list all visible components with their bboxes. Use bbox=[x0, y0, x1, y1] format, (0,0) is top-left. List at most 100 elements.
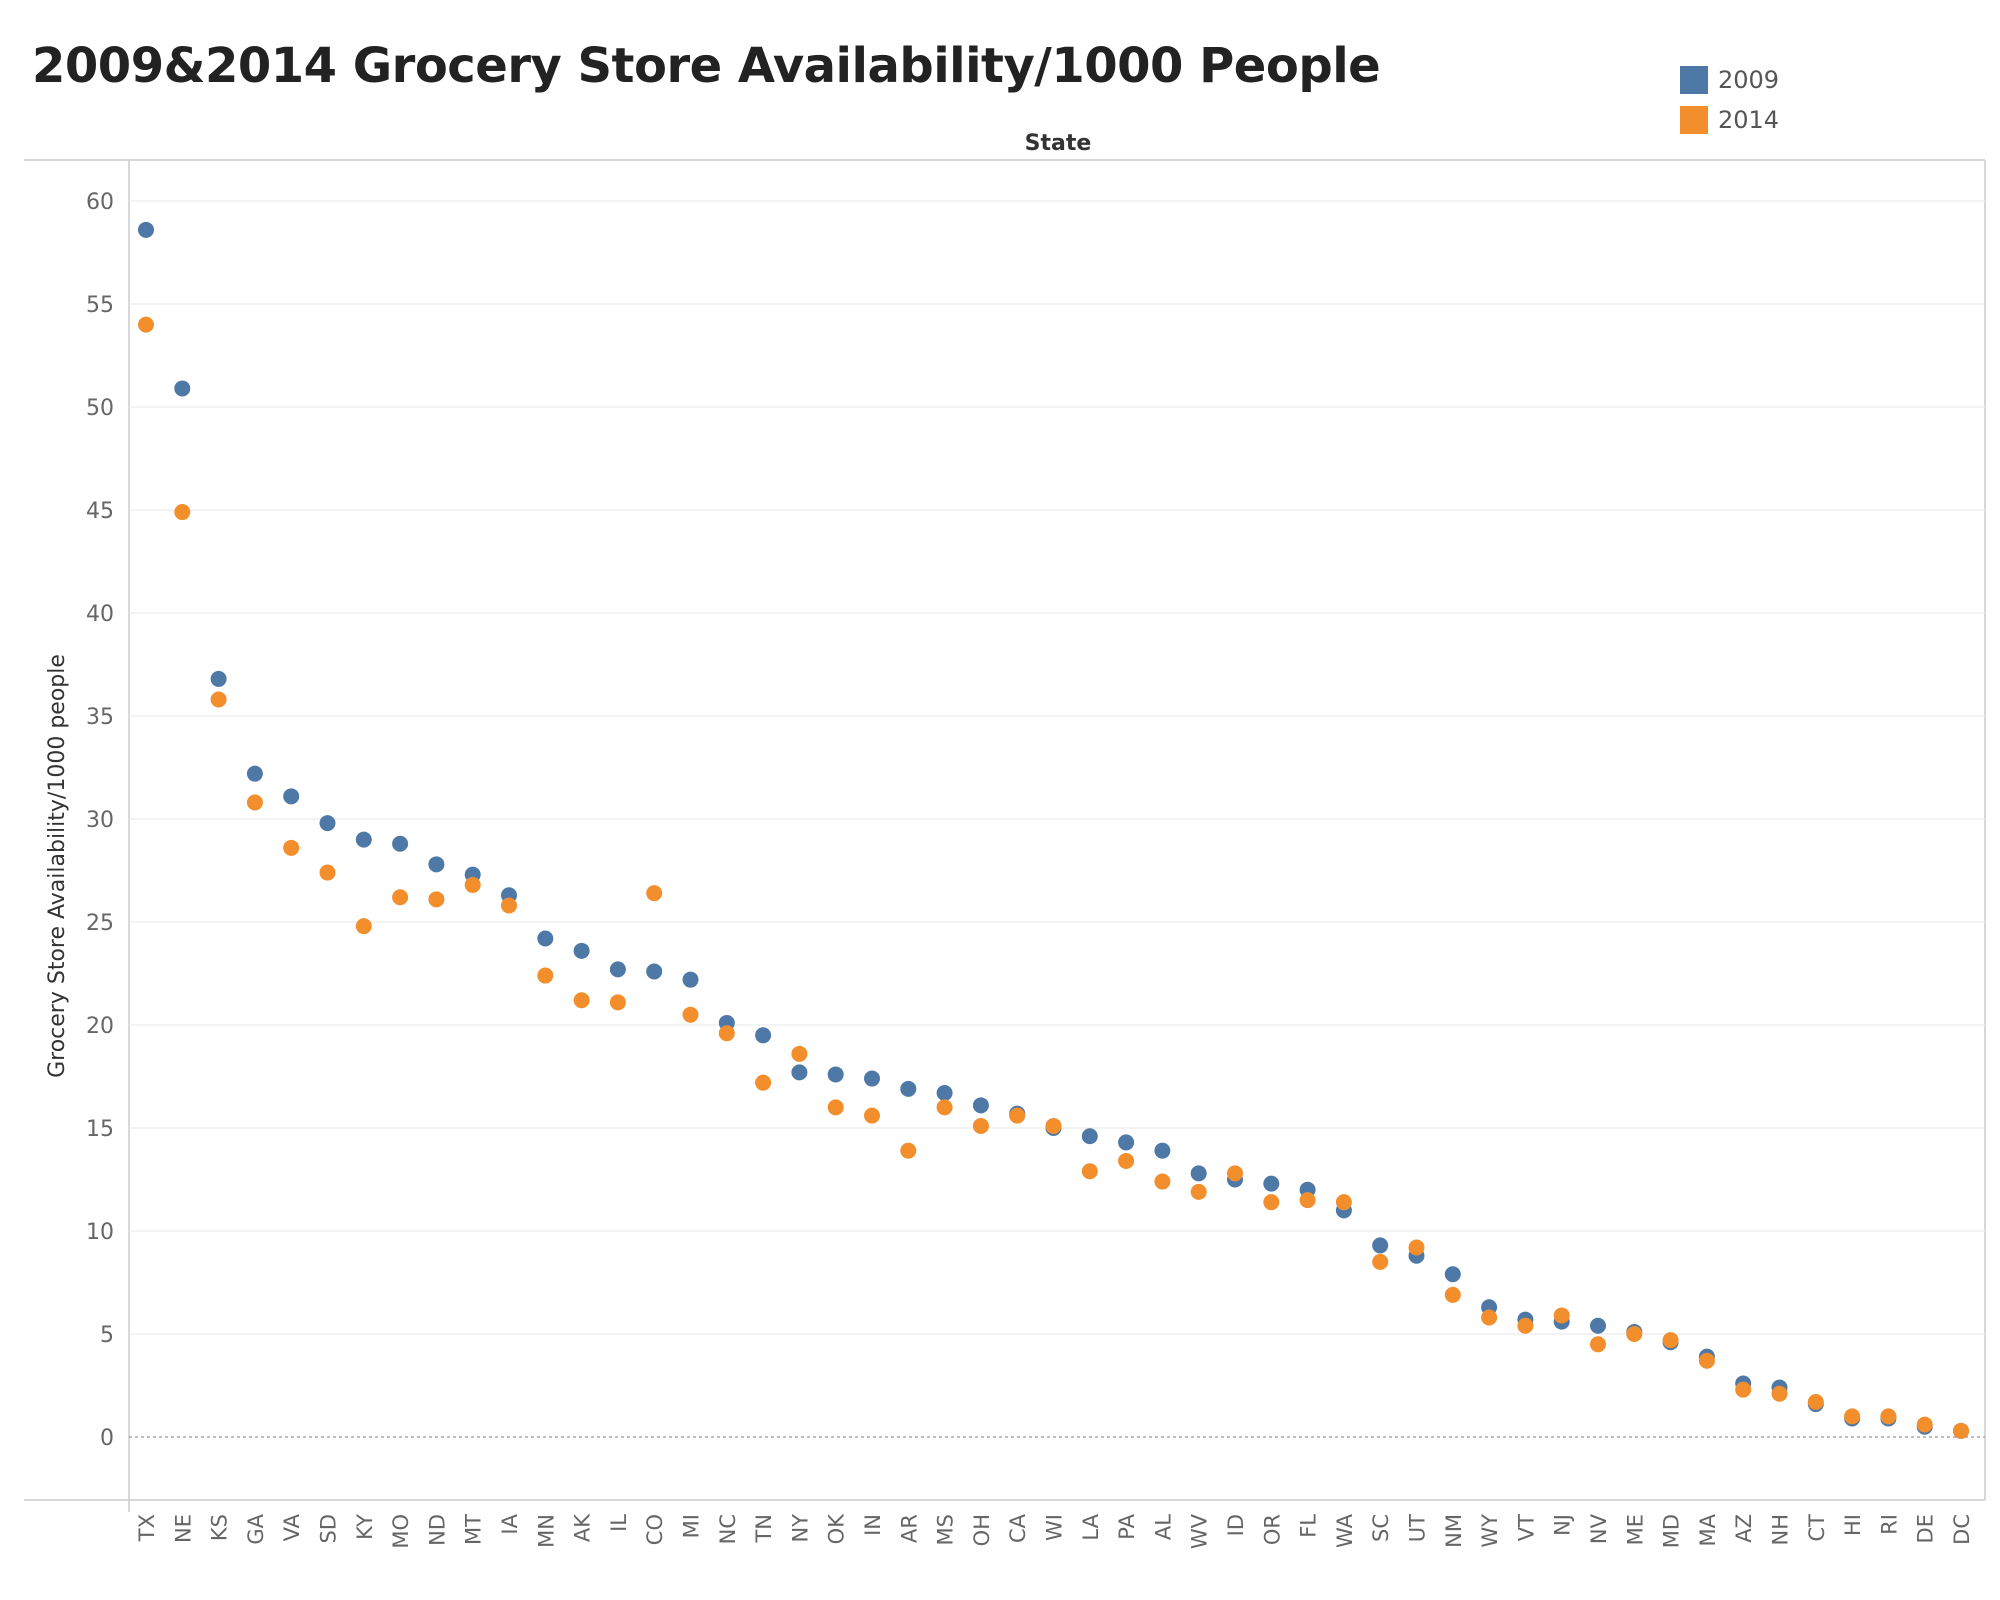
x-tick-label-CA: CA bbox=[1006, 1513, 1030, 1543]
x-tick-label-MI: MI bbox=[680, 1514, 704, 1538]
point-2009-TX bbox=[138, 221, 154, 238]
point-2009-MN bbox=[537, 930, 554, 947]
point-2009-PA bbox=[1118, 1134, 1135, 1151]
y-axis-title: Grocery Store Availability/1000 people bbox=[45, 654, 70, 1078]
x-tick-label-GA: GA bbox=[244, 1513, 268, 1544]
point-2009-TN bbox=[755, 1027, 772, 1044]
x-tick-label-SC: SC bbox=[1369, 1514, 1393, 1542]
point-2014-HI bbox=[1844, 1408, 1861, 1425]
x-axis-ticks: TX NE KS GA VA SD KY MO ND MT IA MN AK IL CO MI NC TN NY OK… bbox=[135, 1513, 1974, 1549]
point-2009-OK bbox=[827, 1066, 844, 1083]
point-2009-CO bbox=[646, 963, 663, 980]
point-2009-VA bbox=[283, 788, 300, 805]
x-tick-label-NV: NV bbox=[1587, 1513, 1611, 1544]
point-2014-MN bbox=[537, 967, 554, 984]
x-tick-label-MD: MD bbox=[1660, 1514, 1684, 1548]
x-tick-label-MA: MA bbox=[1696, 1513, 1720, 1546]
y-tick-label-35: 35 bbox=[86, 705, 114, 730]
legend-swatch-2014 bbox=[1680, 106, 1708, 134]
point-2014-ID bbox=[1227, 1165, 1243, 1182]
x-tick-label-SD: SD bbox=[317, 1514, 341, 1544]
y-axis-ticks: 0 5 10 15 20 25 30 35 40 45 50 55 60 bbox=[86, 190, 114, 1451]
x-axis-title: State bbox=[1025, 131, 1092, 156]
x-tick-label-UT: UT bbox=[1406, 1514, 1430, 1542]
y-tick-label-60: 60 bbox=[86, 190, 114, 215]
x-tick-label-MN: MN bbox=[534, 1514, 558, 1548]
y-tick-label-30: 30 bbox=[86, 808, 114, 833]
x-tick-label-ID: ID bbox=[1224, 1514, 1248, 1536]
x-tick-label-AR: AR bbox=[897, 1514, 921, 1543]
point-2014-NC bbox=[718, 1025, 735, 1042]
point-2009-KS bbox=[210, 670, 227, 687]
x-tick-label-ND: ND bbox=[425, 1514, 449, 1546]
point-2014-IA bbox=[501, 897, 517, 914]
point-2009-NM bbox=[1444, 1266, 1461, 1283]
point-2014-VT bbox=[1517, 1317, 1534, 1334]
x-tick-label-DE: DE bbox=[1914, 1514, 1938, 1543]
point-2009-AL bbox=[1154, 1142, 1171, 1159]
y-tick-label-5: 5 bbox=[100, 1323, 114, 1348]
chart-title: 2009&2014 Grocery Store Availability/100… bbox=[32, 38, 1381, 94]
point-2014-OH bbox=[972, 1117, 989, 1134]
x-tick-label-VT: VT bbox=[1514, 1514, 1538, 1541]
point-2014-AL bbox=[1154, 1173, 1171, 1190]
x-tick-label-OR: OR bbox=[1260, 1514, 1284, 1545]
y-tick-label-25: 25 bbox=[86, 911, 114, 936]
point-2014-CA bbox=[1009, 1107, 1026, 1124]
y-tick-label-40: 40 bbox=[86, 602, 114, 627]
point-2009-SC bbox=[1372, 1237, 1389, 1254]
point-2014-GA bbox=[246, 794, 263, 811]
x-tick-label-KS: KS bbox=[208, 1514, 232, 1541]
x-tick-label-NJ: NJ bbox=[1551, 1514, 1575, 1536]
x-tick-label-NE: NE bbox=[171, 1514, 195, 1543]
point-2009-NY bbox=[791, 1064, 808, 1081]
point-2014-NJ bbox=[1553, 1307, 1570, 1324]
legend-item-2009[interactable]: 2009 bbox=[1680, 60, 1779, 100]
x-tick-label-TX: TX bbox=[135, 1514, 159, 1542]
x-tick-label-AL: AL bbox=[1151, 1514, 1175, 1540]
point-2009-IN bbox=[864, 1070, 880, 1087]
x-tick-label-NH: NH bbox=[1769, 1514, 1793, 1546]
x-tick-label-IL: IL bbox=[607, 1514, 631, 1532]
point-2014-OK bbox=[827, 1099, 844, 1116]
legend-swatch-2009 bbox=[1680, 66, 1708, 94]
point-2014-MS bbox=[936, 1099, 953, 1116]
y-tick-label-20: 20 bbox=[86, 1014, 114, 1039]
point-2009-IL bbox=[609, 961, 626, 978]
x-tick-label-WA: WA bbox=[1333, 1513, 1357, 1548]
point-2014-MI bbox=[682, 1006, 699, 1023]
point-2009-MI bbox=[682, 971, 699, 988]
point-2014-MT bbox=[464, 876, 481, 893]
x-tick-label-OK: OK bbox=[825, 1513, 849, 1545]
x-tick-label-CT: CT bbox=[1805, 1514, 1829, 1542]
point-2014-WA bbox=[1335, 1194, 1352, 1211]
point-2014-NY bbox=[791, 1045, 808, 1062]
point-2014-IL bbox=[609, 994, 626, 1011]
point-2014-CT bbox=[1807, 1393, 1824, 1410]
x-tick-label-TN: TN bbox=[752, 1514, 776, 1544]
point-2014-WI bbox=[1045, 1117, 1062, 1134]
point-2009-NV bbox=[1590, 1317, 1606, 1334]
point-2014-WY bbox=[1481, 1309, 1498, 1326]
gridlines bbox=[129, 200, 1985, 1438]
point-2009-LA bbox=[1081, 1128, 1098, 1145]
point-2014-SD bbox=[319, 864, 336, 881]
point-2014-KY bbox=[355, 918, 372, 935]
point-2009-WV bbox=[1190, 1165, 1207, 1182]
x-tick-label-VA: VA bbox=[280, 1513, 304, 1541]
data-points bbox=[138, 221, 1969, 1439]
point-2014-MA bbox=[1698, 1352, 1715, 1369]
legend-item-2014[interactable]: 2014 bbox=[1680, 100, 1779, 140]
point-2014-DC bbox=[1953, 1422, 1969, 1439]
point-2014-SC bbox=[1372, 1253, 1389, 1270]
x-tick-label-AK: AK bbox=[571, 1513, 595, 1542]
point-2014-RI bbox=[1880, 1408, 1897, 1425]
point-2009-KY bbox=[355, 831, 372, 848]
x-tick-label-WI: WI bbox=[1043, 1514, 1067, 1541]
x-tick-label-WV: WV bbox=[1188, 1513, 1212, 1549]
point-2009-SD bbox=[319, 815, 336, 832]
x-tick-label-IA: IA bbox=[498, 1513, 522, 1534]
point-2009-ND bbox=[428, 856, 445, 873]
y-tick-label-10: 10 bbox=[86, 1220, 114, 1245]
